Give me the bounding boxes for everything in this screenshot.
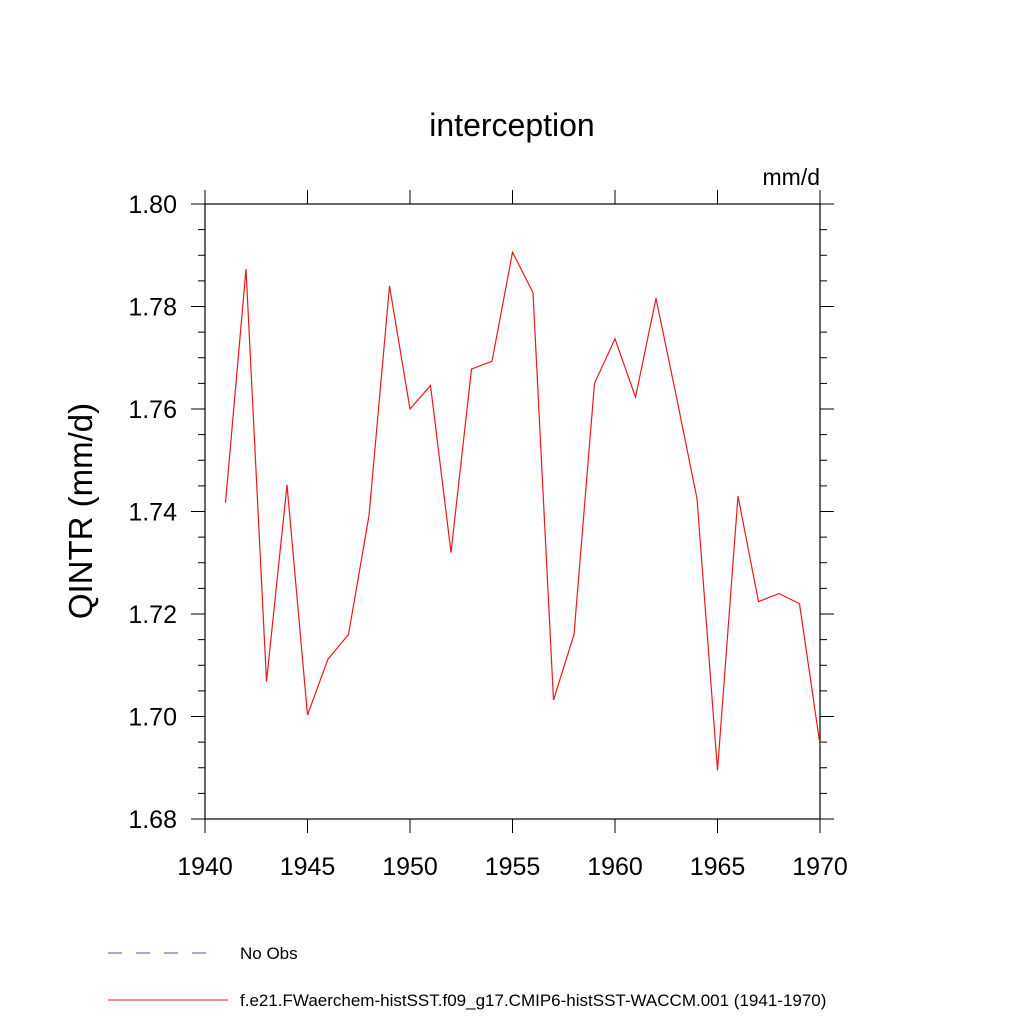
x-tick-label: 1945 bbox=[280, 853, 336, 881]
y-axis-label: QINTR (mm/d) bbox=[62, 403, 99, 619]
y-tick-label: 1.68 bbox=[128, 806, 177, 834]
plot-frame bbox=[204, 203, 821, 820]
plot-area bbox=[204, 203, 821, 820]
axis-ticks: 1940 1945 1950 1955 1960 1965 1970 1.68 1.70 1.72… bbox=[128, 190, 848, 881]
y-tick-label: 1.78 bbox=[128, 294, 177, 322]
y-tick-label: 1.74 bbox=[128, 499, 177, 527]
chart-title: interception bbox=[429, 107, 594, 143]
y-tick-label: 1.70 bbox=[128, 704, 177, 732]
x-tick-label: 1970 bbox=[792, 853, 848, 881]
x-tick-label: 1955 bbox=[485, 853, 541, 881]
x-tick-label: 1950 bbox=[382, 853, 438, 881]
legend: No Obs f.e21.FWaerchem-histSST.f09_g17.C… bbox=[108, 944, 826, 1010]
legend-label-model: f.e21.FWaerchem-histSST.f09_g17.CMIP6-hi… bbox=[240, 991, 826, 1010]
units-label: mm/d bbox=[763, 164, 821, 190]
x-tick-label: 1965 bbox=[690, 853, 746, 881]
x-tick-label: 1940 bbox=[177, 853, 233, 881]
series-layer bbox=[224, 250, 821, 771]
y-tick-label: 1.72 bbox=[128, 601, 177, 629]
y-tick-label: 1.76 bbox=[128, 396, 177, 424]
legend-label-no-obs: No Obs bbox=[240, 944, 298, 963]
series-line bbox=[224, 250, 821, 771]
y-tick-label: 1.80 bbox=[128, 191, 177, 219]
x-tick-label: 1960 bbox=[587, 853, 643, 881]
